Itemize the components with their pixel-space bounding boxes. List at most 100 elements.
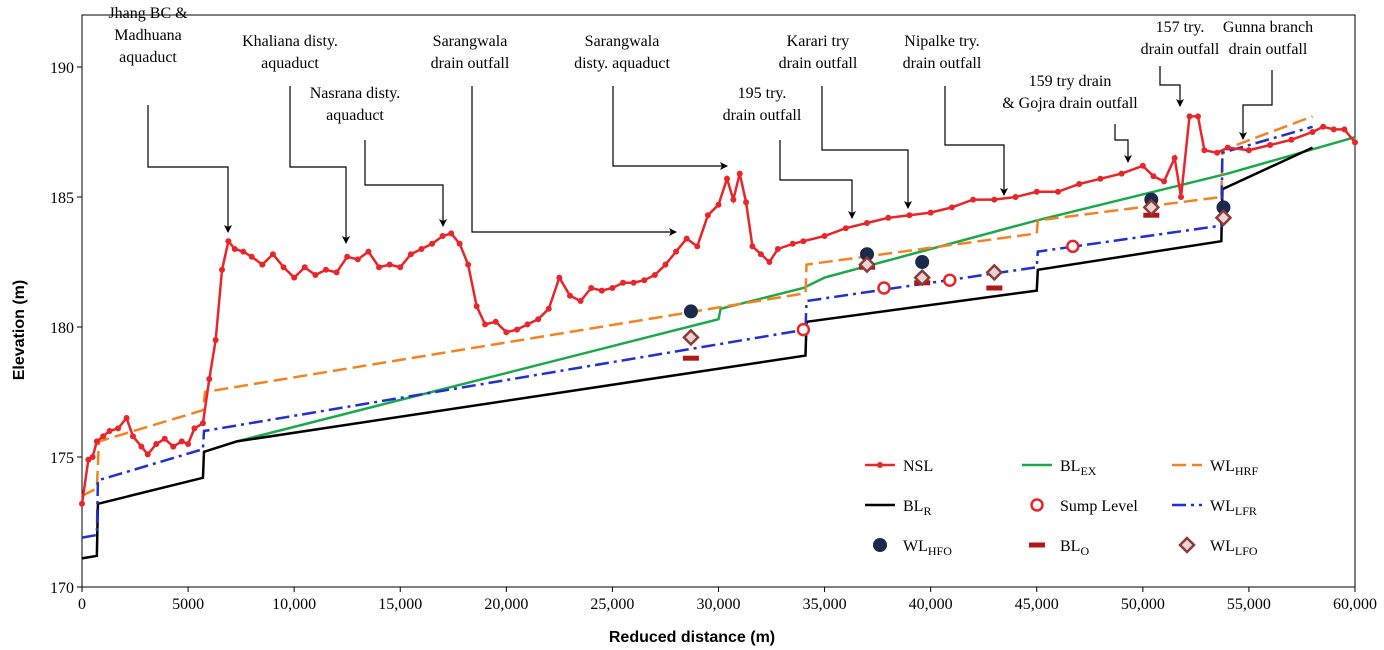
series-line [236, 135, 1356, 443]
legend-name: WL [903, 538, 928, 555]
point [749, 243, 756, 250]
legend-name: BL [1060, 538, 1080, 555]
point [1142, 198, 1161, 217]
point [757, 251, 764, 258]
point [682, 328, 700, 347]
annotation-text: aquaduct [119, 49, 177, 66]
point [439, 233, 446, 239]
legend-label: BLR [903, 498, 931, 518]
legend-item: WLHRF [1172, 458, 1259, 478]
point [170, 443, 177, 450]
point [1097, 175, 1104, 182]
point [860, 247, 875, 262]
annotation-text: drain outfall [723, 107, 802, 124]
y-tick-label: 180 [50, 320, 74, 337]
x-axis-title: Reduced distance (m) [609, 629, 775, 646]
point [161, 435, 168, 442]
legend-label: BLEX [1060, 458, 1097, 478]
legend-item: WLLFO [1178, 536, 1258, 558]
point [1309, 129, 1316, 135]
point [694, 243, 701, 250]
point [1161, 178, 1168, 185]
legend-sub: R [923, 504, 931, 518]
annotation-text: Gunna branch [1223, 19, 1313, 36]
point [1186, 113, 1193, 120]
point [191, 425, 198, 432]
x-tick-label: 40,000 [909, 596, 953, 613]
legend-marker [873, 538, 887, 552]
point [730, 196, 737, 203]
point [465, 261, 472, 268]
point [1224, 144, 1231, 151]
annotation-text: aquaduct [261, 55, 319, 72]
point [842, 225, 849, 232]
x-tick-label: 50,000 [1121, 596, 1165, 613]
point [312, 272, 319, 278]
point [577, 298, 584, 304]
legend-item: BLEX [1022, 458, 1097, 478]
point [927, 209, 934, 216]
x-tick-label: 60,000 [1333, 596, 1377, 613]
legend-item: WLLFR [1172, 498, 1257, 518]
point [913, 268, 931, 287]
x-tick-label: 55,000 [1227, 596, 1271, 613]
point [482, 321, 489, 328]
point [178, 438, 185, 445]
point [683, 304, 698, 319]
annotation-arrow [147, 105, 232, 233]
point [943, 273, 957, 287]
x-tick-label: 10,000 [272, 596, 316, 613]
series-line [81, 115, 1314, 498]
point [556, 274, 563, 281]
point [473, 303, 480, 310]
annotation-text: Nipalke try. [904, 33, 979, 50]
point [1178, 194, 1185, 200]
legend-item: NSL [865, 458, 933, 475]
legend-marker [877, 462, 883, 468]
point [344, 253, 351, 260]
point [333, 269, 340, 276]
point [503, 329, 510, 336]
x-tick-label: 30,000 [697, 596, 741, 613]
annotation-text: & Gojra drain outfall [1002, 95, 1138, 112]
point [641, 277, 648, 284]
legend-sub: O [1080, 544, 1089, 558]
point [225, 238, 232, 245]
plot-frame [81, 14, 1356, 588]
legend-item: Sump Level [1030, 498, 1138, 515]
point [985, 263, 1004, 282]
point [1214, 149, 1221, 156]
point [609, 285, 616, 291]
point [1216, 200, 1231, 215]
point [715, 201, 722, 208]
point [682, 355, 699, 361]
legend-name: Sump Level [1060, 498, 1138, 515]
point [1288, 136, 1295, 143]
point [1320, 123, 1327, 130]
x-tick-label: 15,000 [378, 596, 422, 613]
point [524, 321, 531, 328]
point [821, 233, 828, 239]
legend-label: Sump Level [1060, 498, 1138, 515]
point [1267, 142, 1274, 148]
legend-name: WL [1210, 538, 1235, 555]
point [248, 253, 255, 260]
point [429, 240, 436, 247]
point [212, 337, 219, 343]
annotation-text: drain outfall [903, 55, 982, 72]
point [153, 441, 160, 447]
legend-sub: EX [1080, 464, 1096, 478]
legend-label: WLLFR [1210, 498, 1257, 518]
point [800, 238, 807, 245]
annotation-text: Sarangwala [585, 33, 660, 50]
annotation-text: 195 try. [738, 85, 787, 102]
point [1033, 188, 1040, 195]
annotation-arrow [779, 140, 856, 219]
annotation-arrow [944, 86, 1008, 196]
point [736, 170, 743, 177]
annotation-text: drain outfall [1229, 41, 1308, 58]
y-axis-title: Elevation (m) [11, 280, 28, 380]
point [1139, 162, 1146, 169]
point [144, 451, 151, 458]
point [991, 196, 998, 203]
